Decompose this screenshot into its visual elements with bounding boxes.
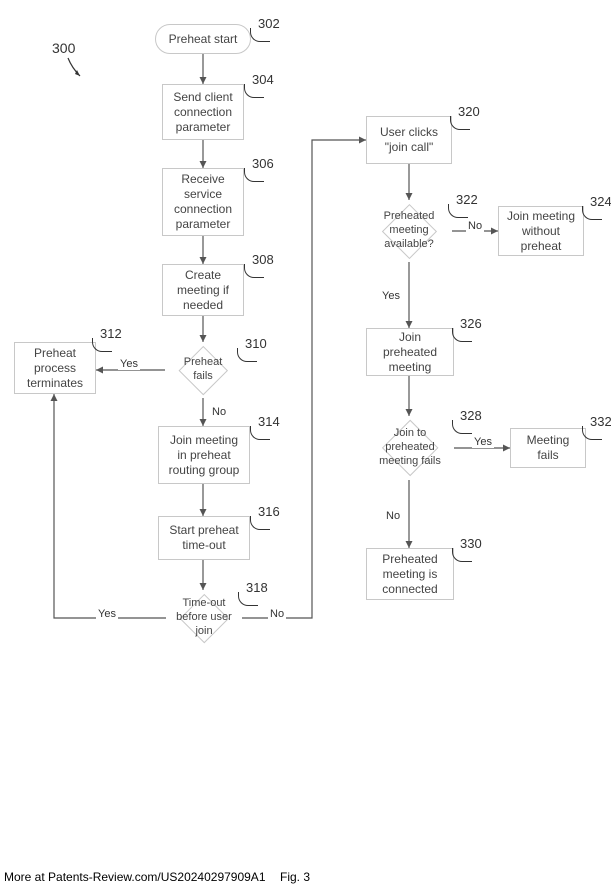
ref-curve-314 — [250, 426, 270, 440]
ref-curve-318 — [238, 592, 258, 606]
node-312: Preheat process terminates — [14, 342, 96, 394]
ref-curve-324 — [582, 206, 602, 220]
edge-label-no-n310: No — [210, 406, 228, 418]
node-316: Start preheat time-out — [158, 516, 250, 560]
ref-curve-306 — [244, 168, 264, 182]
node-318: Time-out before user join — [170, 594, 238, 642]
node-328: Join to preheated meeting fails — [370, 420, 450, 476]
node-306: Receive service connection parameter — [162, 168, 244, 236]
ref-curve-304 — [244, 84, 264, 98]
ref-curve-312 — [92, 338, 112, 352]
node-332: Meeting fails — [510, 428, 586, 468]
node-310: Preheat fails — [169, 346, 237, 394]
ref-curve-330 — [452, 548, 472, 562]
edge-label-yes-n318: Yes — [96, 608, 118, 620]
edge-n318-n320 — [242, 140, 366, 618]
edge-label-no-n318: No — [268, 608, 286, 620]
node-314: Join meeting in preheat routing group — [158, 426, 250, 484]
figure-label: Fig. 3 — [280, 870, 310, 884]
node-326: Join preheated meeting — [366, 328, 454, 376]
node-308: Create meeting if needed — [162, 264, 244, 316]
footer-text: More at Patents-Review.com/US20240297909… — [4, 870, 266, 884]
edge-label-no-n322: No — [466, 220, 484, 232]
ref-curve-320 — [450, 116, 470, 130]
node-304: Send client connection parameter — [162, 84, 244, 140]
node-324: Join meeting without preheat — [498, 206, 584, 256]
ref-curve-316 — [250, 516, 270, 530]
node-302: Preheat start — [155, 24, 251, 54]
ref-curve-308 — [244, 264, 264, 278]
edge-label-yes-n322: Yes — [380, 290, 402, 302]
ref-curve-322 — [448, 204, 468, 218]
node-320: User clicks "join call" — [366, 116, 452, 164]
edge-n318-n312 — [54, 394, 166, 618]
figure-ref-300: 300 — [52, 40, 75, 56]
node-322: Preheated meeting available? — [370, 204, 448, 258]
ref-curve-332 — [582, 426, 602, 440]
edge-label-no-n328: No — [384, 510, 402, 522]
edge-label-yes-n310: Yes — [118, 358, 140, 370]
ref-curve-302 — [250, 28, 270, 42]
flowchart-canvas: 300 Preheat start Send client connection … — [0, 0, 611, 888]
ref-curve-310 — [237, 348, 257, 362]
ref-curve-328 — [452, 420, 472, 434]
ref-curve-326 — [452, 328, 472, 342]
edge-label-yes-n328: Yes — [472, 436, 494, 448]
node-330: Preheated meeting is connected — [366, 548, 454, 600]
